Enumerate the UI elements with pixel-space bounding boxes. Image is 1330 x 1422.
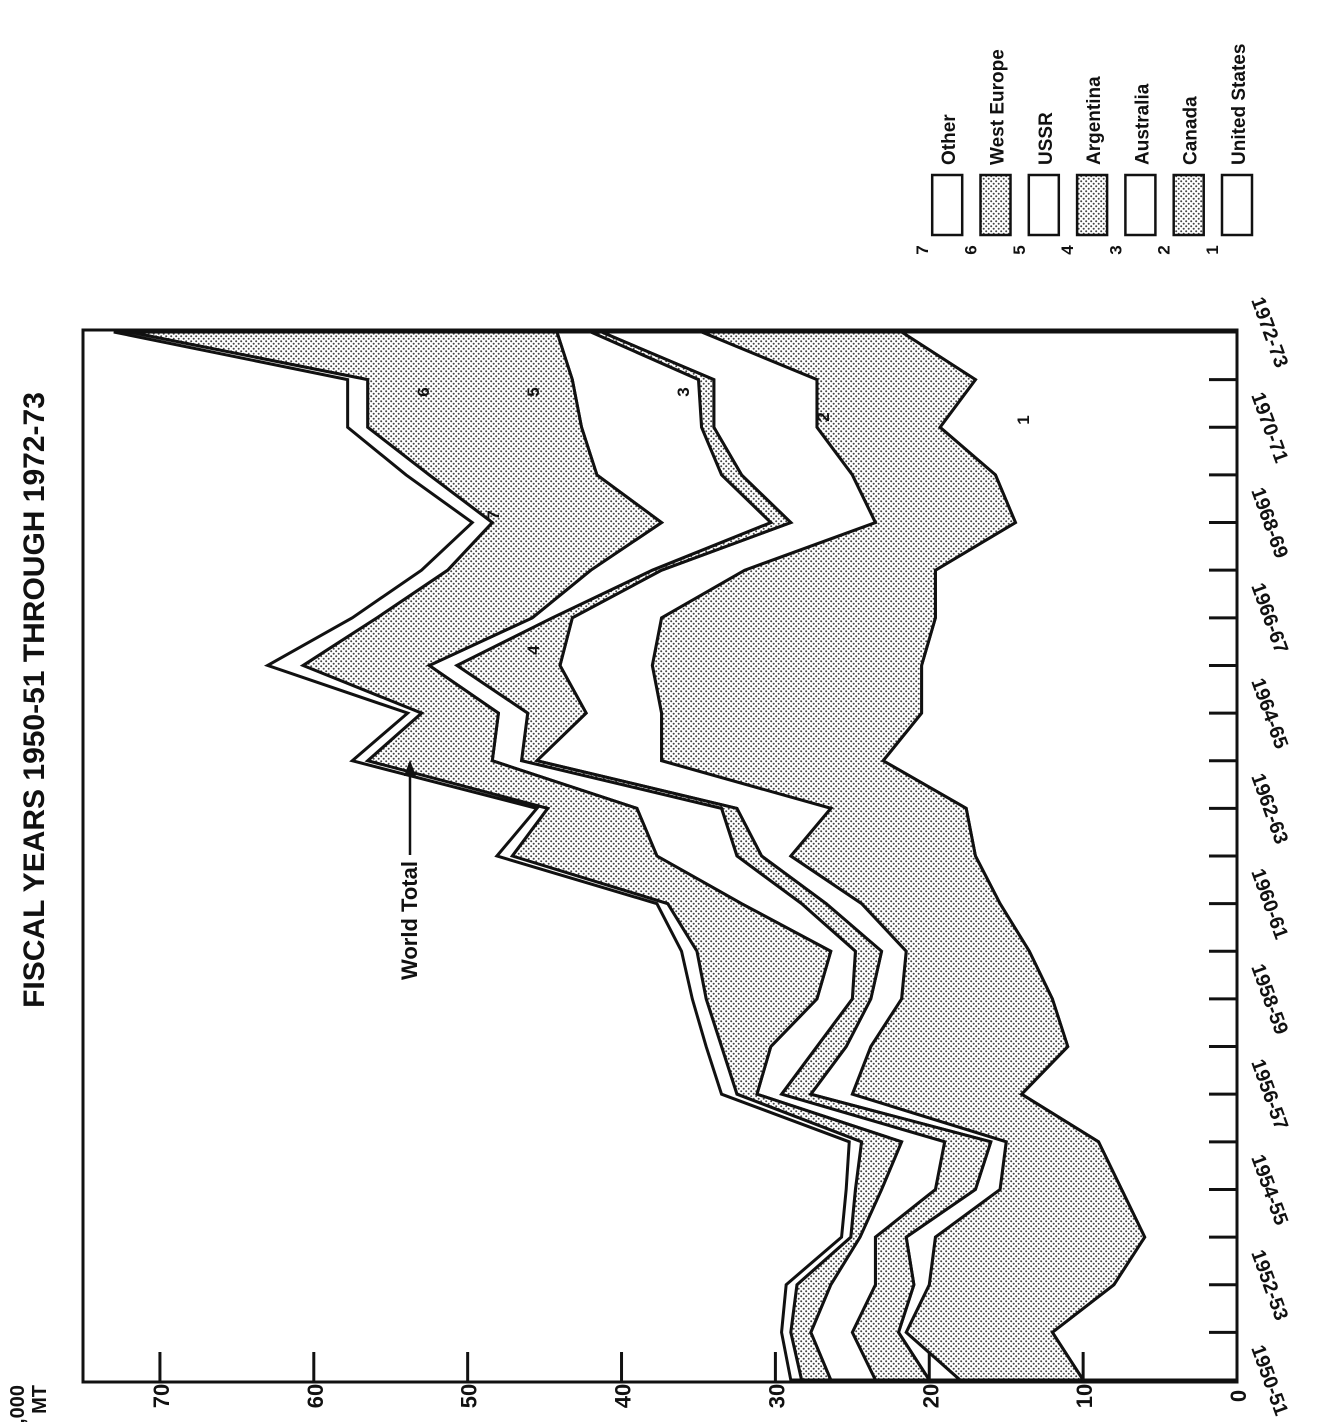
legend-label: Argentina: [1084, 76, 1105, 165]
x-tick-label: 1950-51: [1246, 1342, 1292, 1419]
x-tick-label: 1954-55: [1246, 1152, 1292, 1229]
x-tick-label: 1972-73: [1246, 294, 1292, 371]
legend-key: 1: [1203, 245, 1222, 254]
legend-swatch: [930, 173, 964, 237]
x-tick-label: 1962-63: [1246, 771, 1292, 848]
unit-label: MT: [29, 1385, 51, 1414]
area: [113, 330, 864, 1382]
legend-label: Other: [939, 114, 960, 165]
chart-title: FISCAL YEARS 1950-51 THROUGH 1972-73: [18, 392, 51, 1008]
annotation-arrowhead: [404, 760, 416, 776]
legend-swatch: [1027, 173, 1061, 237]
legend-key: 7: [913, 245, 932, 254]
legend-label: West Europe: [988, 49, 1009, 165]
y-tick-label: 50: [457, 1384, 482, 1408]
x-tick-label: 1970-71: [1246, 389, 1292, 466]
x-tick-label: 1960-61: [1246, 866, 1292, 943]
legend-key: 3: [1106, 245, 1125, 254]
legend-key: 4: [1058, 245, 1077, 255]
legend-swatch: [979, 173, 1012, 237]
x-tick-label: 1968-69: [1246, 485, 1292, 562]
x-tick-label: 1964-65: [1246, 675, 1292, 752]
legend-label: United States: [1229, 44, 1250, 165]
legend-key: 6: [962, 245, 981, 254]
legend-swatch: [1220, 173, 1254, 237]
area-label: 3: [674, 387, 693, 396]
area-label: 5: [524, 387, 543, 396]
legend-label: Australia: [1132, 83, 1153, 165]
unit-label: 1,000: [7, 1385, 29, 1422]
y-tick-label: 60: [303, 1384, 328, 1408]
x-tick-label: 1966-67: [1246, 580, 1292, 657]
area-label: 6: [414, 387, 433, 396]
y-tick-label: 70: [149, 1384, 174, 1408]
legend-swatch: [1124, 173, 1157, 237]
area-label: 1: [1014, 415, 1033, 424]
y-tick-label: 10: [1072, 1384, 1097, 1408]
annotation: World Total: [397, 861, 422, 980]
area-label: 7: [484, 510, 503, 519]
x-tick-label: 1952-53: [1246, 1247, 1292, 1324]
x-tick-label: 1956-57: [1246, 1056, 1292, 1133]
legend-key: 5: [1010, 245, 1029, 254]
legend-swatch: [1075, 173, 1109, 237]
y-tick-label: 30: [764, 1384, 789, 1408]
y-tick-label: 40: [611, 1384, 636, 1408]
x-tick-label: 1958-59: [1246, 961, 1292, 1038]
legend-key: 2: [1155, 245, 1174, 254]
legend-swatch: [1172, 173, 1205, 237]
legend-label: USSR: [1036, 112, 1057, 165]
area-label: 2: [814, 412, 833, 421]
legend-label: Canada: [1181, 96, 1202, 165]
y-tick-label: 20: [918, 1384, 943, 1408]
y-tick-label: 0: [1226, 1390, 1251, 1402]
area-label: 4: [524, 645, 543, 655]
